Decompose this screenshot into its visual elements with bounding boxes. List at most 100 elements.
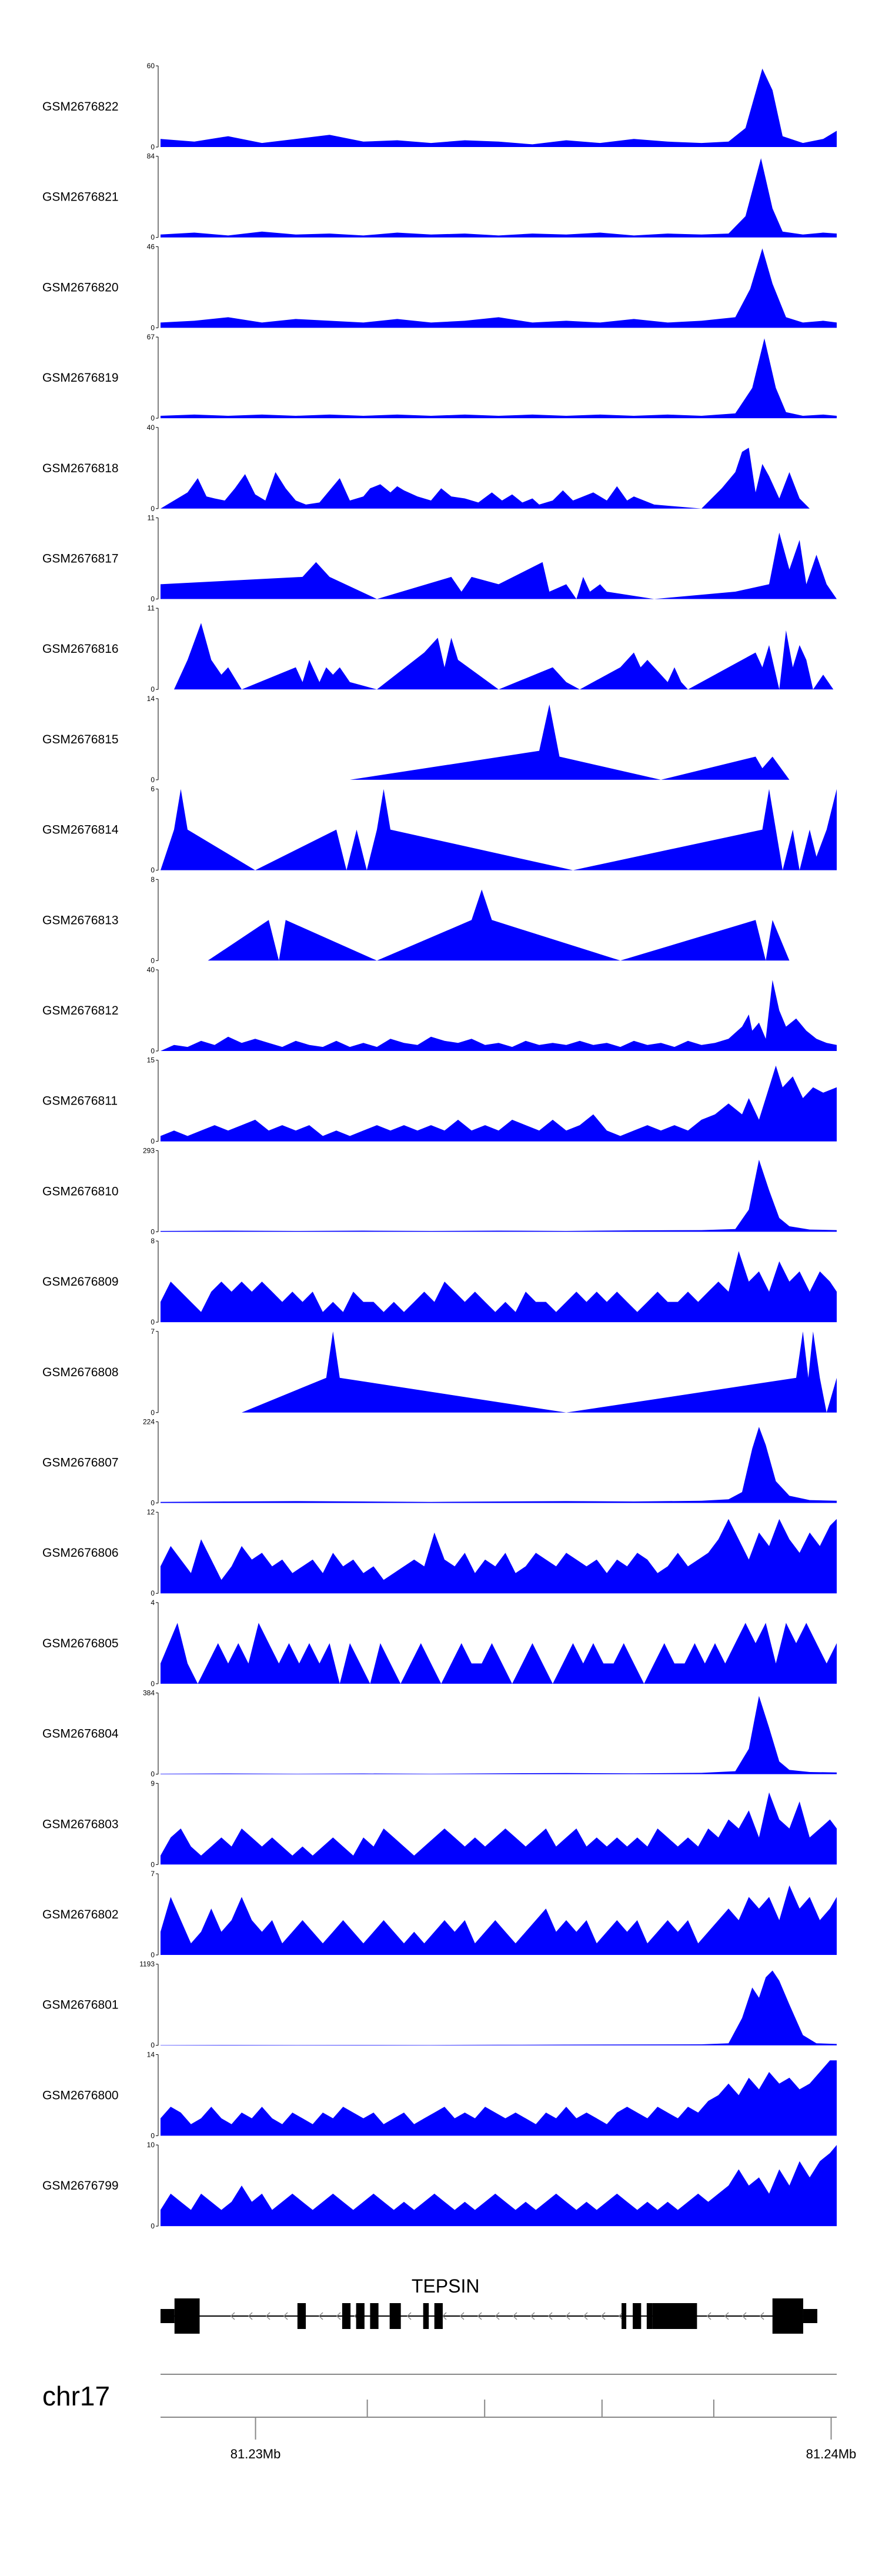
track-ymax-label: 15	[147, 1056, 155, 1065]
track-signal-area	[161, 980, 837, 1051]
track-ymax-label: 293	[143, 1146, 155, 1154]
track-label: GSM2676808	[42, 1366, 119, 1379]
track-signal-area	[161, 1623, 837, 1684]
track-signal-area	[174, 623, 834, 690]
gene-exon	[434, 2303, 443, 2329]
gene-strand-chevron	[724, 2312, 729, 2320]
track-ymax-label: 384	[143, 1689, 155, 1697]
track-ymin-label: 0	[151, 956, 155, 965]
track-ymax-label: 40	[147, 966, 155, 974]
track-ymin-label: 0	[151, 1047, 155, 1055]
track-label: GSM2676819	[42, 371, 119, 385]
track-ymax-label: 14	[147, 695, 155, 703]
gene-strand-chevron	[530, 2312, 535, 2320]
track-ymin-label: 0	[151, 1318, 155, 1326]
gene-exon	[652, 2303, 697, 2329]
track-signal-area	[161, 1065, 837, 1142]
gene-exon	[646, 2303, 653, 2329]
track-ymax-label: 7	[151, 1327, 155, 1336]
gene-exon	[356, 2303, 365, 2329]
track-ymax-label: 11	[148, 604, 155, 612]
track-label: GSM2676800	[42, 2088, 119, 2102]
gene-strand-chevron	[618, 2312, 623, 2320]
track-signal-area	[350, 704, 790, 780]
track-label: GSM2676806	[42, 1546, 119, 1560]
gene-track: TEPSIN	[161, 2275, 817, 2334]
track: GSM2676817 11 0	[42, 514, 837, 603]
gene-strand-chevron	[759, 2312, 764, 2320]
track-ymin-label: 0	[151, 233, 155, 242]
signal-tracks: GSM2676822600GSM2676821840GSM2676820460G…	[42, 62, 837, 2230]
track-ymin-label: 0	[151, 323, 155, 332]
track-ymax-label: 11	[148, 514, 155, 522]
track-ymax-label: 6	[151, 785, 155, 793]
track: GSM2676800 14 0	[42, 2050, 837, 2140]
track-signal-area	[161, 1159, 837, 1232]
track: GSM2676801 1193 0	[42, 1960, 837, 2050]
gene-strand-chevron	[442, 2312, 447, 2320]
track-ymax-label: 46	[147, 242, 155, 251]
gene-exon	[174, 2298, 200, 2334]
gene-strand-chevron	[477, 2312, 482, 2320]
axis-tick-label: 81.24Mb	[806, 2447, 857, 2461]
track-ymin-label: 0	[151, 1951, 155, 1959]
track-ymax-label: 12	[147, 1508, 155, 1516]
track-label: GSM2676801	[42, 1998, 119, 2012]
track-label: GSM2676815	[42, 733, 119, 746]
track-ymax-label: 14	[147, 2050, 155, 2058]
track: GSM2676810 293 0	[42, 1146, 837, 1236]
gene-utr	[803, 2309, 817, 2323]
gene-exon	[633, 2303, 642, 2329]
track-label: GSM2676820	[42, 281, 119, 294]
track: GSM2676807 224 0	[42, 1418, 837, 1507]
track-ymin-label: 0	[151, 1770, 155, 1778]
track-ymin-label: 0	[151, 2041, 155, 2050]
track-label: GSM2676811	[42, 1095, 118, 1108]
track: GSM2676815 14 0	[42, 695, 790, 784]
track-ymax-label: 8	[151, 875, 155, 883]
track-ymin-label: 0	[151, 1860, 155, 1868]
track-signal-area	[161, 789, 837, 870]
gene-strand-chevron	[600, 2312, 606, 2320]
gene-exon	[772, 2298, 803, 2334]
track-signal-area	[161, 532, 837, 599]
gene-exon	[389, 2303, 396, 2329]
track-label: GSM2676821	[42, 191, 119, 204]
track-label: GSM2676822	[42, 100, 119, 114]
gene-exon	[342, 2303, 351, 2329]
track: GSM2676812 40 0	[42, 966, 837, 1055]
gene-exon	[622, 2303, 627, 2329]
track: GSM2676820 46 0	[42, 242, 837, 332]
track-signal-area	[161, 248, 837, 328]
track-label: GSM2676818	[42, 462, 119, 475]
track-signal-area	[208, 889, 790, 961]
track-label: GSM2676807	[42, 1456, 119, 1470]
track: GSM2676813 8 0	[42, 875, 790, 965]
track-ymin-label: 0	[151, 414, 155, 422]
gene-strand-chevron	[248, 2312, 253, 2320]
track-label: GSM2676802	[42, 1908, 119, 1921]
track-label: GSM2676810	[42, 1184, 119, 1198]
track: GSM2676821 84 0	[42, 152, 837, 242]
track: GSM2676803 9 0	[42, 1779, 837, 1868]
track-ymin-label: 0	[151, 776, 155, 784]
gene-strand-chevron	[283, 2312, 288, 2320]
track-ymin-label: 0	[151, 143, 155, 151]
gene-strand-chevron	[706, 2312, 711, 2320]
gene-strand-chevron	[565, 2312, 570, 2320]
track-label: GSM2676813	[42, 913, 119, 927]
track: GSM2676799 10 0	[42, 2141, 837, 2230]
gene-exon	[370, 2303, 379, 2329]
track-ymax-label: 1193	[139, 1960, 155, 1968]
gene-strand-chevron	[230, 2312, 235, 2320]
track-ymax-label: 224	[143, 1418, 155, 1426]
track-ymax-label: 7	[151, 1870, 155, 1878]
track-signal-area	[161, 2145, 837, 2227]
track-signal-area	[161, 1251, 837, 1323]
track: GSM2676816 11 0	[42, 604, 834, 693]
track-label: GSM2676799	[42, 2179, 119, 2193]
track-signal-area	[161, 1696, 837, 1774]
track-signal-area	[161, 68, 837, 147]
track-label: GSM2676809	[42, 1275, 119, 1289]
